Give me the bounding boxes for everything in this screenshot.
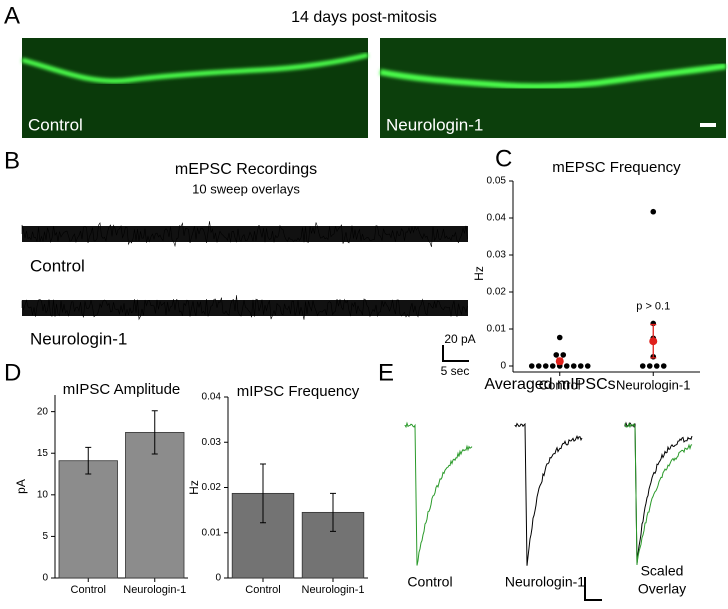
panel-title: Averaged mIPSCs (484, 376, 615, 393)
panel-label: A (4, 2, 20, 29)
data-point (650, 208, 657, 215)
y-tick-label: 0.02 (487, 287, 507, 298)
data-point (660, 363, 667, 369)
micrograph (22, 38, 368, 138)
data-point (584, 363, 591, 369)
y-tick-label: 0 (215, 573, 221, 584)
chart-title: mIPSC Frequency (237, 383, 360, 400)
bar (125, 432, 185, 579)
y-tick-label: 0 (42, 573, 48, 584)
trace-label: Scaled (641, 563, 684, 579)
x-tick-label: Control (71, 584, 106, 596)
data-point (542, 363, 549, 369)
trace (21, 221, 468, 248)
error-bar (260, 463, 266, 524)
y-axis-label: Hz (472, 266, 486, 281)
panel-subtitle: 10 sweep overlays (192, 181, 300, 196)
error-bar (151, 410, 158, 455)
y-tick-label: 0.04 (202, 392, 222, 403)
x-tick-label: Neurologin-1 (302, 584, 365, 596)
image-label: Neurologin-1 (386, 115, 483, 134)
y-tick-label: 20 (37, 406, 49, 417)
mean-point (555, 357, 564, 366)
y-tick-label: 0.01 (202, 527, 222, 538)
data-point (570, 363, 577, 369)
panel-title: mEPSC Recordings (175, 161, 317, 178)
y-tick-label: 0.01 (487, 324, 507, 335)
y-tick-label: 0.04 (487, 213, 507, 224)
image-label: Control (28, 115, 83, 134)
trace-label: Overlay (638, 581, 686, 597)
trace-label: Neurologin-1 (505, 574, 585, 590)
chart-title: mIPSC Amplitude (63, 381, 181, 398)
x-tick-label: Neurologin-1 (123, 584, 186, 596)
trace-label: Control (407, 574, 452, 590)
bar (58, 460, 118, 579)
scale-label: 20 pA (444, 332, 475, 346)
mean-point (649, 337, 658, 346)
scale-bar (700, 123, 716, 127)
trace (21, 295, 468, 321)
scale-label: 5 sec (441, 364, 470, 378)
data-point (563, 363, 570, 369)
y-axis-label: Hz (187, 480, 201, 495)
panel-label: D (4, 359, 21, 386)
y-tick-label: 0.02 (202, 482, 222, 493)
scale-bar (584, 577, 602, 601)
error-bar (85, 446, 92, 475)
x-tick-label: Control (245, 584, 280, 596)
dendrite (21, 52, 369, 84)
panel-label: B (4, 147, 20, 174)
trace (624, 422, 693, 566)
data-point (639, 363, 646, 369)
data-point (535, 363, 542, 369)
data-point (553, 352, 560, 358)
y-tick-label: 0.03 (487, 250, 507, 261)
data-point (577, 363, 584, 369)
y-tick-label: 5 (42, 531, 48, 542)
y-tick-label: 0.05 (487, 176, 507, 187)
panel-label: E (378, 359, 394, 386)
y-tick-label: 0.03 (202, 437, 222, 448)
annotation: p > 0.1 (636, 300, 670, 312)
trace-label: Control (30, 256, 85, 275)
trace-label: Neurologin-1 (30, 329, 127, 348)
trace (404, 421, 473, 566)
data-point (549, 363, 556, 369)
x-tick-label: Control (539, 377, 581, 392)
data-point (646, 363, 653, 369)
data-point (560, 352, 567, 358)
dendrite (379, 63, 727, 90)
trace (514, 422, 583, 566)
error-bar (330, 492, 336, 532)
data-point (528, 363, 535, 369)
data-point (556, 334, 563, 341)
y-axis-label: pA (14, 479, 28, 494)
x-tick-label: Neurologin-1 (616, 377, 690, 392)
y-tick-label: 0 (500, 361, 506, 372)
panel-label: C (495, 145, 512, 172)
panel-title: 14 days post-mitosis (291, 9, 437, 26)
y-tick-label: 10 (37, 489, 49, 500)
data-point (653, 363, 660, 369)
chart-title: mEPSC Frequency (552, 159, 681, 176)
scale-bar (442, 345, 469, 362)
y-tick-label: 15 (37, 448, 49, 459)
